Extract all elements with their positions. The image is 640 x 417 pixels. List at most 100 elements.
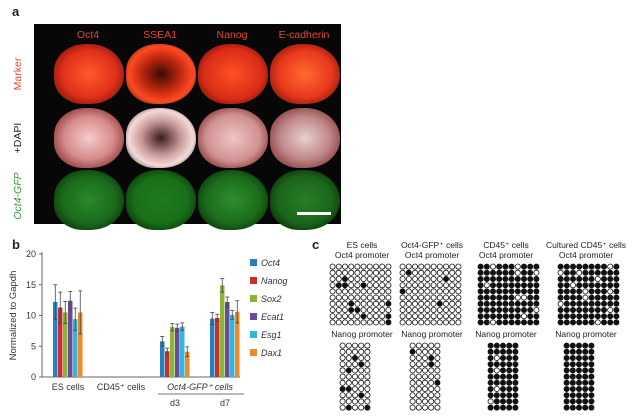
methylated-cpg — [493, 392, 500, 399]
methylated-cpg — [506, 355, 513, 362]
methylated-cpg — [520, 263, 527, 270]
methylated-cpg — [483, 313, 490, 320]
unmethylated-cpg — [379, 269, 386, 276]
unmethylated-cpg — [449, 319, 456, 326]
unmethylated-cpg — [430, 282, 437, 289]
oct4-promoter-label: Oct4 promoter — [335, 250, 389, 260]
unmethylated-cpg — [366, 282, 373, 289]
unmethylated-cpg — [405, 276, 412, 283]
methylated-cpg — [582, 392, 589, 399]
methylated-cpg — [512, 385, 519, 392]
unmethylated-cpg — [335, 269, 342, 276]
unmethylated-cpg — [335, 276, 342, 283]
methylated-cpg — [508, 269, 515, 276]
unmethylated-cpg — [339, 392, 346, 399]
unmethylated-cpg — [493, 385, 500, 392]
methylated-cpg — [557, 307, 564, 314]
methylated-cpg — [364, 404, 371, 411]
methylated-cpg — [582, 355, 589, 362]
unmethylated-cpg — [422, 379, 429, 386]
unmethylated-cpg — [339, 404, 346, 411]
unmethylated-cpg — [366, 263, 373, 270]
unmethylated-cpg — [422, 398, 429, 405]
methylated-cpg — [493, 342, 500, 349]
methylated-cpg — [563, 373, 570, 380]
methylated-cpg — [588, 313, 595, 320]
unmethylated-cpg — [443, 300, 450, 307]
unmethylated-cpg — [399, 319, 406, 326]
unmethylated-cpg — [405, 288, 412, 295]
unmethylated-cpg — [418, 307, 425, 314]
unmethylated-cpg — [483, 282, 490, 289]
methylated-cpg — [483, 307, 490, 314]
unmethylated-cpg — [373, 294, 380, 301]
unmethylated-cpg — [385, 282, 392, 289]
unmethylated-cpg — [373, 282, 380, 289]
unmethylated-cpg — [424, 288, 431, 295]
unmethylated-cpg — [379, 300, 386, 307]
unmethylated-cpg — [428, 342, 435, 349]
unmethylated-cpg — [418, 319, 425, 326]
methylated-cpg — [533, 263, 540, 270]
methylated-cpg — [563, 361, 570, 368]
unmethylated-cpg — [339, 367, 346, 374]
unmethylated-cpg — [364, 367, 371, 374]
methylated-cpg — [335, 282, 342, 289]
unmethylated-cpg — [418, 276, 425, 283]
unmethylated-cpg — [436, 276, 443, 283]
x-label-es: ES cells — [52, 382, 85, 392]
unmethylated-cpg — [341, 269, 348, 276]
bar — [160, 341, 165, 377]
methylated-cpg — [493, 373, 500, 380]
unmethylated-cpg — [449, 276, 456, 283]
methylated-cpg — [588, 276, 595, 283]
unmethylated-cpg — [412, 263, 419, 270]
unmethylated-cpg — [569, 282, 576, 289]
unmethylated-cpg — [352, 404, 359, 411]
methylated-cpg — [563, 404, 570, 411]
methylated-cpg — [594, 263, 601, 270]
methylated-cpg — [576, 319, 583, 326]
methylated-cpg — [487, 361, 494, 368]
unmethylated-cpg — [428, 385, 435, 392]
methylated-cpg — [489, 288, 496, 295]
methylated-cpg — [569, 276, 576, 283]
methylated-cpg — [487, 385, 494, 392]
unmethylated-cpg — [358, 348, 365, 355]
methylated-cpg — [533, 319, 540, 326]
methylated-cpg — [499, 385, 506, 392]
unmethylated-cpg — [379, 288, 386, 295]
methylated-cpg — [527, 263, 534, 270]
methylated-cpg — [477, 319, 484, 326]
unmethylated-cpg — [345, 398, 352, 405]
methylated-cpg — [496, 288, 503, 295]
methylated-cpg — [607, 294, 614, 301]
unmethylated-cpg — [364, 385, 371, 392]
methylated-cpg — [582, 307, 589, 314]
methylated-cpg — [512, 348, 519, 355]
methylated-cpg — [508, 276, 515, 283]
methylated-cpg — [563, 348, 570, 355]
unmethylated-cpg — [352, 392, 359, 399]
unmethylated-cpg — [335, 263, 342, 270]
unmethylated-cpg — [424, 313, 431, 320]
unmethylated-cpg — [412, 294, 419, 301]
methylated-cpg — [575, 348, 582, 355]
methylated-cpg — [508, 263, 515, 270]
methylated-cpg — [613, 276, 620, 283]
unmethylated-cpg — [385, 288, 392, 295]
methylated-cpg — [594, 307, 601, 314]
methylated-cpg — [533, 282, 540, 289]
unmethylated-cpg — [348, 288, 355, 295]
methylated-cpg — [563, 263, 570, 270]
legend-swatch — [250, 277, 257, 284]
unmethylated-cpg — [364, 373, 371, 380]
methylated-cpg — [607, 282, 614, 289]
methylated-cpg — [569, 288, 576, 295]
unmethylated-cpg — [399, 282, 406, 289]
unmethylated-cpg — [329, 300, 336, 307]
image-ssea1-dapi — [126, 108, 196, 168]
unmethylated-cpg — [360, 307, 367, 314]
methylated-cpg — [360, 313, 367, 320]
methylated-cpg — [520, 282, 527, 289]
